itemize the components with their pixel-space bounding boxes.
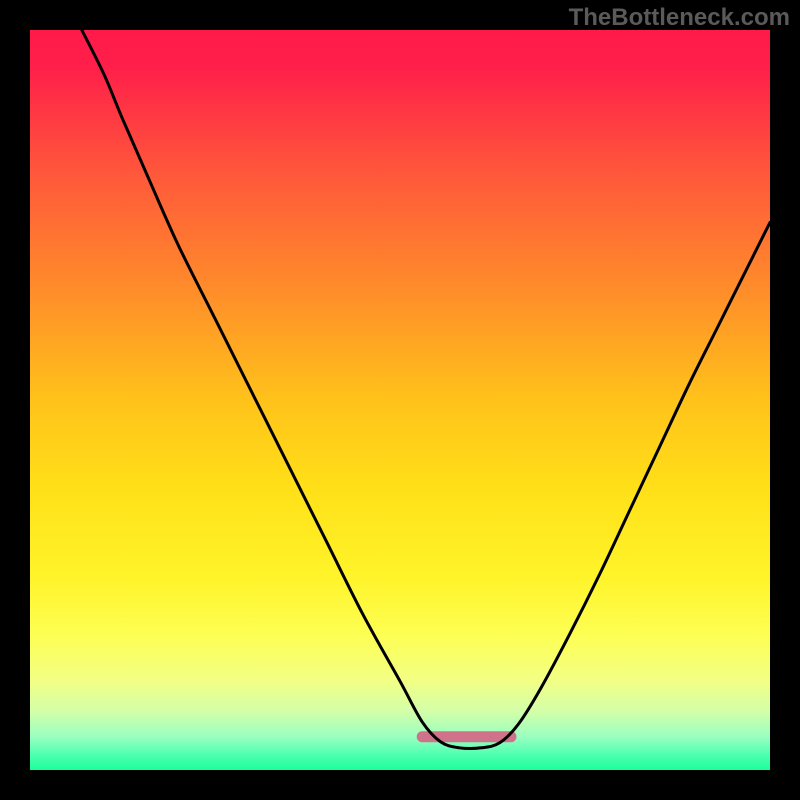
plot-gradient-background	[30, 30, 770, 770]
chart-container: TheBottleneck.com	[0, 0, 800, 800]
bottleneck-curve-chart	[0, 0, 800, 800]
watermark-text: TheBottleneck.com	[569, 4, 790, 32]
